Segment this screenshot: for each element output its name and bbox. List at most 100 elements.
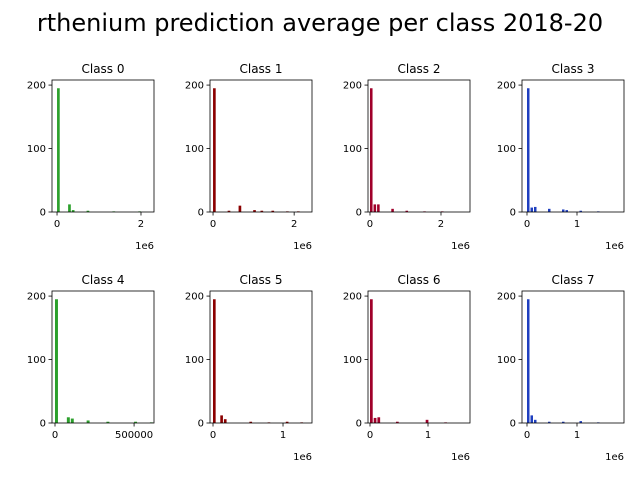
bar	[70, 418, 74, 423]
bar	[373, 204, 377, 212]
bar	[253, 210, 256, 212]
bar	[579, 210, 582, 212]
bar	[223, 419, 227, 423]
y-tick-label: 0	[510, 419, 516, 430]
subplot-title: Class 4	[81, 273, 124, 287]
bar	[530, 415, 533, 423]
subplot-title: Class 5	[239, 273, 282, 287]
x-offset-label: 1e6	[451, 452, 470, 463]
bar	[68, 204, 71, 212]
y-tick-label: 0	[198, 208, 204, 219]
y-tick-label: 0	[40, 419, 46, 430]
bar	[425, 419, 429, 423]
subplot-title: Class 6	[397, 273, 440, 287]
axes-frame	[209, 290, 313, 424]
y-tick-label: 0	[40, 208, 46, 219]
y-tick-label: 200	[343, 292, 362, 303]
y-tick-label: 200	[185, 292, 204, 303]
x-offset-label: 1e6	[605, 241, 624, 252]
x-offset-label: 1e6	[135, 241, 154, 252]
bar	[579, 421, 582, 423]
y-tick-label: 0	[356, 419, 362, 430]
bar	[391, 208, 394, 212]
bar	[530, 207, 533, 212]
bar	[373, 417, 377, 423]
bar	[213, 88, 216, 212]
bar	[227, 210, 231, 212]
bar	[249, 421, 253, 423]
bar	[405, 210, 409, 212]
x-tick-label: 0	[367, 219, 373, 230]
x-tick-label: 2	[438, 219, 444, 230]
y-tick-label: 100	[27, 355, 46, 366]
axes-frame	[209, 79, 313, 213]
subplot-title: Class 0	[81, 62, 124, 76]
bar	[377, 204, 380, 212]
bar	[565, 210, 568, 212]
y-tick-label: 0	[356, 208, 362, 219]
bar	[285, 421, 289, 423]
x-tick-label: 0	[367, 430, 373, 441]
bar	[213, 299, 216, 423]
bar	[86, 210, 90, 212]
bar	[369, 88, 373, 212]
axes-frame	[367, 79, 471, 213]
x-offset-label: 1e6	[451, 241, 470, 252]
bar	[534, 206, 537, 212]
axes-frame	[521, 290, 625, 424]
x-tick-label: 1	[574, 430, 580, 441]
axes-frame	[51, 290, 155, 424]
y-tick-label: 100	[185, 355, 204, 366]
bar	[220, 415, 223, 423]
bar	[271, 210, 275, 212]
axes-frame	[51, 79, 155, 213]
x-tick-label: 500000	[115, 430, 153, 441]
bar	[395, 421, 399, 423]
x-tick-label: 2	[291, 219, 297, 230]
y-tick-label: 100	[27, 144, 46, 155]
bar	[527, 88, 530, 212]
y-tick-label: 100	[343, 355, 362, 366]
bar	[134, 421, 138, 423]
bar	[562, 209, 565, 212]
bar	[548, 208, 551, 212]
x-tick-label: 0	[524, 219, 530, 230]
y-tick-label: 100	[185, 144, 204, 155]
x-tick-label: 0	[524, 430, 530, 441]
bar	[71, 210, 75, 212]
subplot-title: Class 7	[551, 273, 594, 287]
y-tick-label: 0	[198, 419, 204, 430]
bar	[370, 299, 373, 423]
x-tick-label: 0	[54, 219, 60, 230]
bar	[377, 417, 381, 423]
y-tick-label: 100	[343, 144, 362, 155]
bar	[86, 420, 90, 423]
x-tick-label: 0	[210, 219, 216, 230]
bar	[66, 417, 70, 423]
bar	[548, 421, 551, 423]
x-offset-label: 1e6	[293, 452, 312, 463]
y-tick-label: 0	[510, 208, 516, 219]
y-tick-label: 200	[497, 292, 516, 303]
figure-title: rthenium prediction average per class 20…	[37, 9, 603, 37]
y-tick-label: 200	[343, 81, 362, 92]
bar	[562, 421, 565, 423]
subplot-title: Class 3	[551, 62, 594, 76]
y-tick-label: 200	[185, 81, 204, 92]
bar	[106, 421, 110, 423]
axes-frame	[521, 79, 625, 213]
y-tick-label: 200	[27, 81, 46, 92]
x-tick-label: 0	[210, 430, 216, 441]
x-tick-label: 1	[280, 430, 286, 441]
bar	[55, 299, 58, 423]
y-tick-label: 100	[497, 355, 516, 366]
x-tick-label: 1	[574, 219, 580, 230]
subplot-title: Class 2	[397, 62, 440, 76]
bar	[57, 88, 60, 212]
bar	[238, 205, 242, 212]
bar	[260, 210, 264, 212]
y-tick-label: 100	[497, 144, 516, 155]
bar	[527, 299, 530, 423]
x-offset-label: 1e6	[293, 241, 312, 252]
